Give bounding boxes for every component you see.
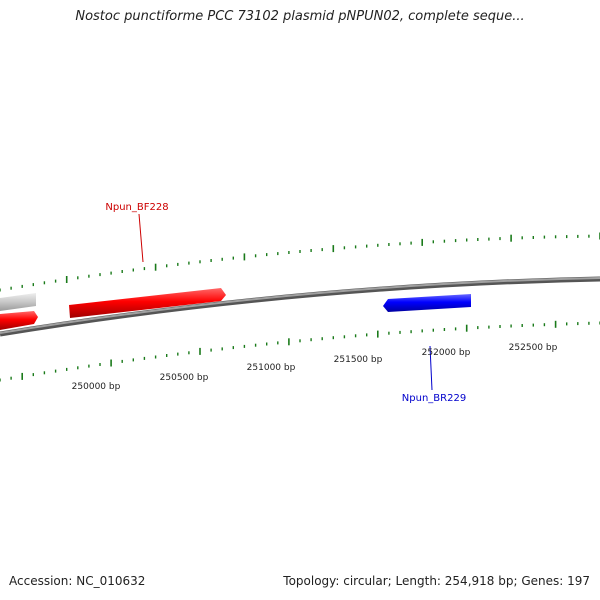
- gene-arrow-other[interactable]: [0, 293, 36, 311]
- tick-label: 252500 bp: [509, 343, 558, 353]
- gene-arrow-npun-bf228[interactable]: [69, 288, 226, 318]
- reverse-tick-row: [0, 320, 600, 382]
- tick-label: 250500 bp: [160, 373, 209, 383]
- backbone: [0, 277, 600, 334]
- gene-arrow-forward-partial[interactable]: [0, 311, 38, 330]
- map-title: Nostoc punctiforme PCC 73102 plasmid pNP…: [75, 9, 525, 24]
- tick-label: 250000 bp: [72, 382, 121, 392]
- label-leader-npun-br229: [429, 345, 433, 391]
- genome-summary-text: Topology: circular; Length: 254,918 bp; …: [283, 574, 590, 588]
- tick-label: 251000 bp: [247, 363, 296, 373]
- accession-text: Accession: NC_010632: [9, 574, 146, 588]
- backbone-shadow: [0, 276, 600, 337]
- tick-label: 252000 bp: [422, 348, 471, 358]
- gene-label-npun-br229[interactable]: Npun_BR229: [402, 393, 466, 404]
- gene-arrow-npun-br229[interactable]: [383, 294, 471, 312]
- tick-label: 251500 bp: [334, 355, 383, 365]
- forward-tick-row: [0, 232, 600, 292]
- label-leader-npun-bf228: [138, 213, 144, 263]
- gene-label-npun-bf228[interactable]: Npun_BF228: [105, 202, 168, 213]
